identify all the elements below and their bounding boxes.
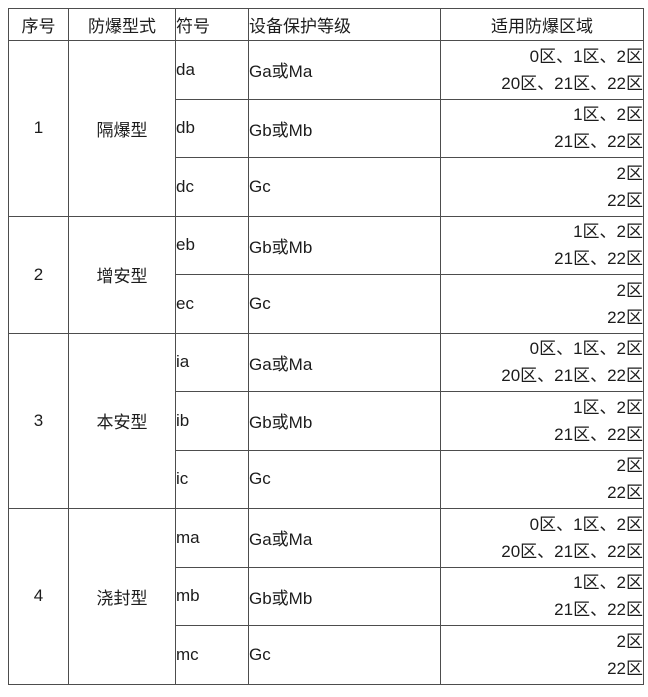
table-row: ec Gc 2区 22区 [9, 274, 644, 334]
zones-cell: 1区、2区 21区、22区 [440, 215, 644, 275]
symbol-cell: dc [175, 157, 249, 217]
serial-cell: 4 [8, 508, 69, 685]
zones-cell: 1区、2区 21区、22区 [440, 566, 644, 626]
zone-line: 2区 [616, 280, 643, 300]
zone-line: 20区、21区、22区 [501, 366, 643, 386]
table-row: mb Gb或Mb 1区、2区 21区、22区 [9, 566, 644, 626]
column-header-serial: 序号 [8, 8, 69, 41]
table-row: dc Gc 2区 22区 [9, 157, 644, 217]
table-row: 3 本安型 ia Ga或Ma 0区、1区、2区 20区、21区、22区 [8, 332, 644, 509]
explosion-proof-table: 序号 防爆型式 符号 设备保护等级 适用防爆区域 1 隔爆型 da Ga或Ma 0区、1… [8, 8, 644, 685]
zone-line: 20区、21区、22区 [501, 541, 643, 561]
symbol-cell: mc [175, 625, 249, 685]
epl-cell: Ga或Ma [248, 332, 441, 392]
zones-cell: 2区 22区 [440, 449, 644, 509]
zone-line: 21区、22区 [554, 600, 643, 620]
table-row: db Gb或Mb 1区、2区 21区、22区 [9, 98, 644, 158]
symbol-cell: ma [175, 508, 249, 568]
serial-cell: 1 [8, 40, 69, 217]
table-row: ib Gb或Mb 1区、2区 21区、22区 [9, 391, 644, 451]
zone-line: 0区、1区、2区 [529, 46, 643, 66]
epl-cell: Gb或Mb [248, 391, 441, 451]
symbol-cell: ia [175, 332, 249, 392]
zone-line: 1区、2区 [573, 397, 643, 417]
table-row: ic Gc 2区 22区 [9, 449, 644, 509]
type-cell: 隔爆型 [68, 40, 176, 217]
zone-line: 21区、22区 [554, 132, 643, 152]
epl-cell: Ga或Ma [248, 508, 441, 568]
epl-cell: Ga或Ma [248, 40, 441, 100]
zone-line: 0区、1区、2区 [529, 514, 643, 534]
zones-cell: 0区、1区、2区 20区、21区、22区 [440, 332, 644, 392]
zone-line: 22区 [607, 658, 643, 678]
epl-cell: Gc [248, 449, 441, 509]
zones-cell: 2区 22区 [440, 274, 644, 334]
zone-line: 2区 [616, 456, 643, 476]
type-cell: 本安型 [68, 332, 176, 509]
epl-cell: Gb或Mb [248, 215, 441, 275]
zones-cell: 1区、2区 21区、22区 [440, 391, 644, 451]
zone-line: 1区、2区 [573, 222, 643, 242]
symbol-cell: ib [175, 391, 249, 451]
epl-cell: Gc [248, 625, 441, 685]
zone-line: 1区、2区 [573, 573, 643, 593]
zones-cell: 0区、1区、2区 20区、21区、22区 [440, 508, 644, 568]
zones-cell: 1区、2区 21区、22区 [440, 98, 644, 158]
header-row: 序号 防爆型式 符号 设备保护等级 适用防爆区域 [8, 8, 644, 41]
type-cell: 增安型 [68, 215, 176, 334]
zone-line: 20区、21区、22区 [501, 73, 643, 93]
zone-line: 0区、1区、2区 [529, 339, 643, 359]
epl-cell: Gc [248, 157, 441, 217]
column-header-symbol: 符号 [175, 8, 249, 41]
symbol-cell: da [175, 40, 249, 100]
zone-line: 21区、22区 [554, 249, 643, 269]
zones-cell: 0区、1区、2区 20区、21区、22区 [440, 40, 644, 100]
epl-cell: Gb或Mb [248, 566, 441, 626]
symbol-cell: ic [175, 449, 249, 509]
serial-cell: 3 [8, 332, 69, 509]
table-row: 4 浇封型 ma Ga或Ma 0区、1区、2区 20区、21区、22区 [8, 508, 644, 685]
column-header-zones: 适用防爆区域 [440, 8, 644, 41]
zone-line: 2区 [616, 631, 643, 651]
epl-cell: Gc [248, 274, 441, 334]
symbol-cell: ec [175, 274, 249, 334]
table-row: 2 增安型 eb Gb或Mb 1区、2区 21区、22区 [8, 215, 644, 334]
zone-line: 22区 [607, 307, 643, 327]
zone-line: 1区、2区 [573, 105, 643, 125]
zones-cell: 2区 22区 [440, 625, 644, 685]
epl-cell: Gb或Mb [248, 98, 441, 158]
table-row: mc Gc 2区 22区 [9, 625, 644, 685]
zone-line: 21区、22区 [554, 424, 643, 444]
zone-line: 22区 [607, 190, 643, 210]
column-header-epl: 设备保护等级 [248, 8, 441, 41]
table-body: 1 隔爆型 da Ga或Ma 0区、1区、2区 20区、21区、22区 db Gb或Mb 1区、… [8, 40, 644, 685]
zone-line: 2区 [616, 163, 643, 183]
column-header-type: 防爆型式 [68, 8, 176, 41]
symbol-cell: eb [175, 215, 249, 275]
symbol-cell: db [175, 98, 249, 158]
symbol-cell: mb [175, 566, 249, 626]
type-cell: 浇封型 [68, 508, 176, 685]
zone-line: 22区 [607, 483, 643, 503]
zones-cell: 2区 22区 [440, 157, 644, 217]
serial-cell: 2 [8, 215, 69, 334]
table-row: 1 隔爆型 da Ga或Ma 0区、1区、2区 20区、21区、22区 [8, 40, 644, 217]
